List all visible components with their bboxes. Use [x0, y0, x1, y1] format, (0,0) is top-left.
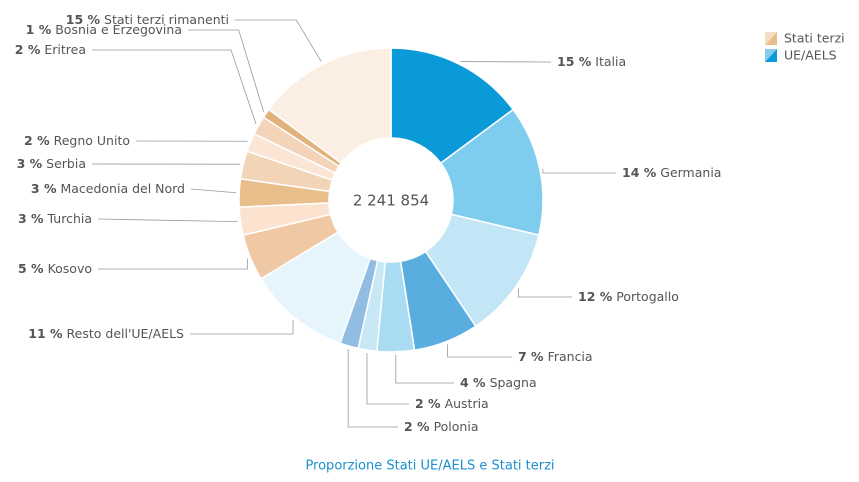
legend-swatch — [765, 49, 777, 62]
donut-segment — [267, 47, 392, 165]
category-label: Bosnia e Erzegovina — [55, 22, 182, 37]
data-label: 5 % Kosovo — [18, 261, 92, 276]
data-label: 4 % Spagna — [460, 375, 537, 390]
leader-line — [97, 218, 238, 223]
category-label: Eritrea — [44, 42, 86, 57]
data-label: 14 % Germania — [622, 165, 721, 180]
value-label: 12 % — [578, 289, 613, 304]
value-label: 1 % — [26, 22, 52, 37]
value-label: 3 % — [18, 211, 44, 226]
value-label: 2 % — [24, 133, 50, 148]
leader-line — [190, 320, 294, 335]
category-label: Serbia — [46, 156, 86, 171]
data-label: 15 % Italia — [557, 54, 626, 69]
value-label: 2 % — [415, 396, 441, 411]
category-label: Germania — [660, 165, 721, 180]
data-label: 2 % Eritrea — [15, 42, 86, 57]
value-label: 3 % — [31, 181, 57, 196]
data-label: 12 % Portogallo — [578, 289, 679, 304]
data-label: 3 % Turchia — [18, 211, 92, 226]
category-label: Turchia — [47, 211, 92, 226]
leader-line — [395, 354, 454, 384]
leader-line — [235, 19, 322, 62]
legend-label: Stati terzi — [784, 31, 845, 46]
category-label: Portogallo — [616, 289, 679, 304]
data-label: 3 % Macedonia del Nord — [31, 181, 185, 196]
leader-line — [92, 49, 257, 125]
category-label: Macedonia del Nord — [60, 181, 185, 196]
value-label: 2 % — [404, 419, 430, 434]
data-label: 2 % Austria — [415, 396, 489, 411]
value-label: 11 % — [28, 326, 63, 341]
leader-line — [542, 168, 616, 174]
leader-line — [517, 288, 572, 298]
category-label: Resto dell'UE/AELS — [67, 326, 185, 341]
data-label: 3 % Serbia — [17, 156, 86, 171]
leader-line — [366, 353, 409, 405]
value-label: 5 % — [18, 261, 44, 276]
leader-line — [347, 348, 398, 428]
leader-line — [190, 188, 237, 194]
data-label: 1 % Bosnia e Erzegovina — [26, 22, 182, 37]
value-label: 15 % — [66, 12, 101, 27]
leader-line — [188, 29, 265, 112]
data-label: 7 % Francia — [518, 349, 593, 364]
category-label: Italia — [595, 54, 626, 69]
leader-line — [447, 344, 512, 358]
value-label: 2 % — [15, 42, 41, 57]
category-label: Austria — [445, 396, 489, 411]
legend-label: UE/AELS — [784, 48, 837, 63]
legend-swatch — [765, 32, 777, 45]
category-label: Regno Unito — [54, 133, 130, 148]
category-label: Spagna — [490, 375, 537, 390]
donut-segment — [390, 47, 515, 165]
value-label: 7 % — [518, 349, 544, 364]
data-label: 2 % Polonia — [404, 419, 478, 434]
link[interactable]: Proporzione Stati UE/AELS e Stati terzi — [305, 459, 554, 474]
data-label: 11 % Resto dell'UE/AELS — [28, 326, 184, 341]
category-label: Francia — [548, 349, 593, 364]
category-label: Kosovo — [48, 261, 92, 276]
category-label: Stati terzi rimanenti — [104, 12, 229, 27]
leader-line — [98, 258, 248, 270]
center-label: 2 241 854 — [353, 192, 429, 210]
category-label: Polonia — [434, 419, 479, 434]
data-label: 15 % Stati terzi rimanenti — [66, 12, 229, 27]
value-label: 4 % — [460, 375, 486, 390]
value-label: 15 % — [557, 54, 592, 69]
value-label: 14 % — [622, 165, 657, 180]
value-label: 3 % — [17, 156, 43, 171]
data-label: 2 % Regno Unito — [24, 133, 130, 148]
